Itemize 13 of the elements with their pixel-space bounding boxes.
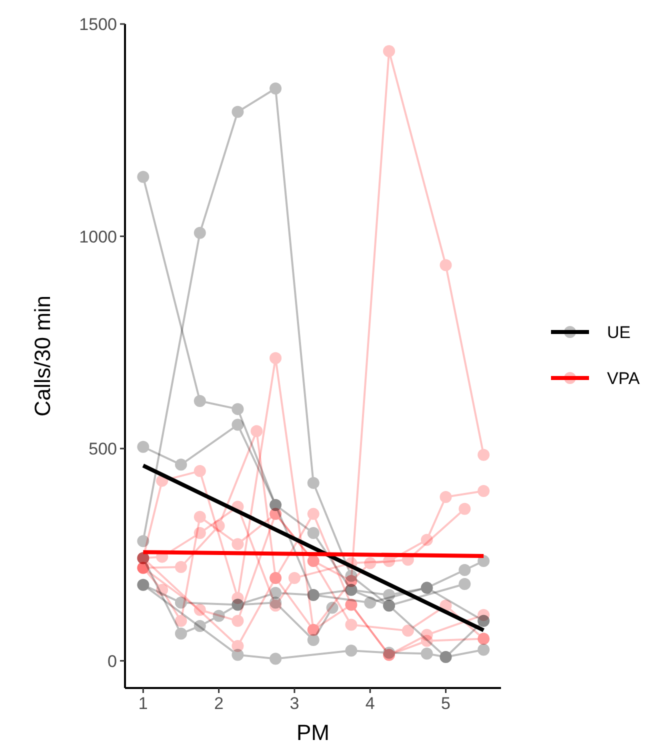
y-tick-label: 500 — [88, 440, 117, 459]
y-tick-label: 0 — [108, 652, 117, 671]
y-axis-title: Calls/30 min — [30, 295, 55, 417]
legend-label: UE — [607, 323, 631, 342]
y-tick-label: 1500 — [79, 15, 117, 34]
x-tick-label: 5 — [441, 694, 451, 713]
x-axis-title: PM — [296, 720, 330, 745]
x-tick-label: 2 — [214, 694, 224, 713]
legend-label: VPA — [607, 369, 640, 388]
x-tick-label: 4 — [365, 694, 375, 713]
y-tick-label: 1000 — [79, 227, 117, 246]
x-tick-label: 3 — [290, 694, 300, 713]
x-tick-label: 1 — [138, 694, 148, 713]
